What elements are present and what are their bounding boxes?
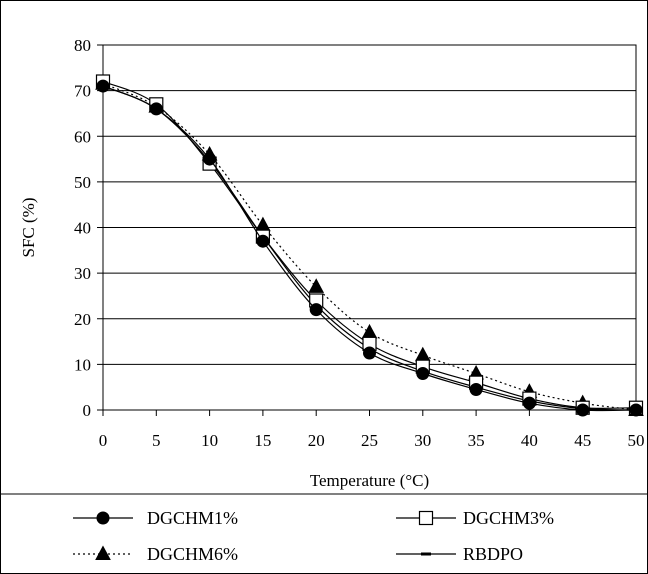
series-line <box>102 85 637 412</box>
y-tick-label: 80 <box>74 36 91 55</box>
x-tick-label: 0 <box>99 431 108 450</box>
data-point <box>203 152 217 166</box>
data-point <box>363 346 376 360</box>
legend-item: DGCHM6% <box>73 544 238 564</box>
data-point <box>149 102 163 116</box>
data-point <box>309 303 323 317</box>
data-point <box>96 79 110 93</box>
x-axis-label: Temperature (°C) <box>310 471 429 490</box>
data-point <box>469 382 483 396</box>
x-tick-label: 25 <box>361 431 378 450</box>
series-layer <box>95 74 644 417</box>
y-tick-label: 40 <box>74 219 91 238</box>
series-dgchm1- <box>96 79 643 417</box>
y-tick-label: 30 <box>74 264 91 283</box>
x-tick-label: 30 <box>414 431 431 450</box>
y-axis-label: SFC (%) <box>19 198 38 258</box>
data-point <box>256 234 270 248</box>
y-tick-label: 70 <box>74 82 91 101</box>
x-tick-label: 15 <box>254 431 271 450</box>
legend-label: DGCHM1% <box>147 508 238 528</box>
x-tick-label: 45 <box>574 431 591 450</box>
legend-marker <box>96 511 110 525</box>
y-tick-label: 10 <box>74 355 91 374</box>
x-tick-label: 40 <box>521 431 538 450</box>
series-line <box>102 80 637 409</box>
data-point <box>629 403 643 417</box>
legend-item: DGCHM3% <box>396 508 554 528</box>
data-point <box>522 396 536 410</box>
legend-label: DGCHM6% <box>147 544 238 564</box>
legend-label: RBDPO <box>463 544 523 564</box>
x-tick-label: 50 <box>628 431 645 450</box>
y-tick-label: 60 <box>74 127 91 146</box>
y-tick-label: 0 <box>83 401 92 420</box>
data-point <box>308 278 325 293</box>
legend-marker <box>418 510 434 526</box>
axis-ticks: 0 10 20 30 40 50 60 70 80 0 5 10 15 20 25 30 35 40 45 50 <box>74 36 645 450</box>
legend-label: DGCHM3% <box>463 508 554 528</box>
legend-marker <box>95 545 111 560</box>
legend-item: DGCHM1% <box>73 508 238 528</box>
series-line <box>102 83 637 411</box>
data-point <box>576 403 590 417</box>
series-line <box>102 85 637 411</box>
x-tick-label: 5 <box>152 431 161 450</box>
y-tick-label: 20 <box>74 310 91 329</box>
legend-item: RBDPO <box>396 544 523 564</box>
y-tick-label: 50 <box>74 173 91 192</box>
x-tick-label: 10 <box>201 431 218 450</box>
x-tick-label: 35 <box>468 431 485 450</box>
legend-marker <box>421 552 431 556</box>
data-point <box>416 367 430 380</box>
x-tick-label: 20 <box>308 431 325 450</box>
legend: DGCHM1% DGCHM3% DGCHM6% RBDPO <box>73 508 554 564</box>
